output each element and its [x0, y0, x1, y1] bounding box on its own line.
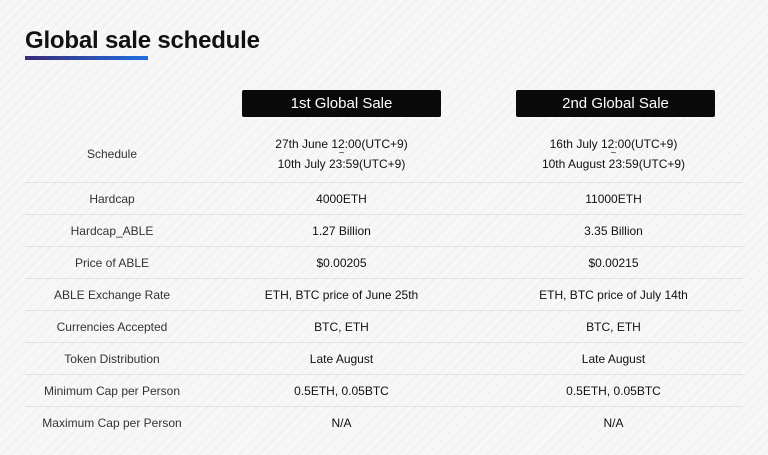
schedule-start: 27th June 12:00(UTC+9) — [275, 136, 408, 151]
title-underline — [25, 56, 148, 60]
cell-2nd-sale: 0.5ETH, 0.05BTC — [566, 383, 661, 398]
cell-2nd-sale: N/A — [603, 415, 624, 430]
row-label: Minimum Cap per Person — [43, 383, 181, 398]
table-row-exchange-rate: ABLE Exchange Rate ETH, BTC price of Jun… — [25, 279, 743, 311]
cell-1st-sale: ETH, BTC price of June 25th — [264, 287, 419, 302]
page-title: Global sale schedule — [25, 27, 260, 54]
schedule-end: 10th July 23:59(UTC+9) — [277, 156, 406, 171]
table-row-currencies: Currencies Accepted BTC, ETH BTC, ETH — [25, 311, 743, 343]
cell-2nd-sale: BTC, ETH — [586, 319, 641, 334]
cell-1st-sale: BTC, ETH — [314, 319, 369, 334]
cell-2nd-sale: 11000ETH — [585, 191, 642, 206]
cell-2nd-sale: $0.00215 — [588, 255, 639, 270]
header-2nd-global-sale: 2nd Global Sale — [516, 90, 715, 117]
cell-1st-sale: $0.00205 — [316, 255, 367, 270]
cell-2nd-sale: 16th July 12:00(UTC+9) ~ 10th August 23:… — [484, 138, 743, 170]
row-label: Hardcap — [89, 191, 135, 206]
row-label: Price of ABLE — [74, 255, 150, 270]
table-row-price: Price of ABLE $0.00205 $0.00215 — [25, 247, 743, 279]
schedule-end: 10th August 23:59(UTC+9) — [541, 156, 686, 171]
cell-1st-sale: N/A — [331, 415, 352, 430]
row-label: Hardcap_ABLE — [70, 223, 154, 238]
row-label: Token Distribution — [64, 351, 160, 366]
schedule-separator: ~ — [338, 147, 345, 159]
table-row-hardcap-able: Hardcap_ABLE 1.27 Billion 3.35 Billion — [25, 215, 743, 247]
row-label: ABLE Exchange Rate — [53, 287, 171, 302]
cell-2nd-sale: 3.35 Billion — [584, 223, 643, 238]
schedule-table: Schedule 27th June 12:00(UTC+9) ~ 10th J… — [25, 125, 743, 438]
row-label: Maximum Cap per Person — [42, 415, 182, 430]
cell-1st-sale: 27th June 12:00(UTC+9) ~ 10th July 23:59… — [199, 138, 484, 170]
cell-2nd-sale: Late August — [581, 351, 646, 366]
table-row-hardcap: Hardcap 4000ETH 11000ETH — [25, 183, 743, 215]
cell-1st-sale: 4000ETH — [316, 191, 367, 206]
schedule-start: 16th July 12:00(UTC+9) — [549, 136, 678, 151]
table-row-minimum-cap: Minimum Cap per Person 0.5ETH, 0.05BTC 0… — [25, 375, 743, 407]
cell-1st-sale: 0.5ETH, 0.05BTC — [294, 383, 389, 398]
row-label: Currencies Accepted — [56, 319, 168, 334]
row-label: Schedule — [86, 146, 138, 161]
cell-2nd-sale: ETH, BTC price of July 14th — [539, 287, 688, 302]
schedule-separator: ~ — [610, 147, 617, 159]
table-row-token-distribution: Token Distribution Late August Late Augu… — [25, 343, 743, 375]
table-row-maximum-cap: Maximum Cap per Person N/A N/A — [25, 407, 743, 438]
cell-1st-sale: Late August — [309, 351, 374, 366]
table-row-schedule: Schedule 27th June 12:00(UTC+9) ~ 10th J… — [25, 125, 743, 183]
header-1st-global-sale: 1st Global Sale — [242, 90, 441, 117]
cell-1st-sale: 1.27 Billion — [312, 223, 371, 238]
